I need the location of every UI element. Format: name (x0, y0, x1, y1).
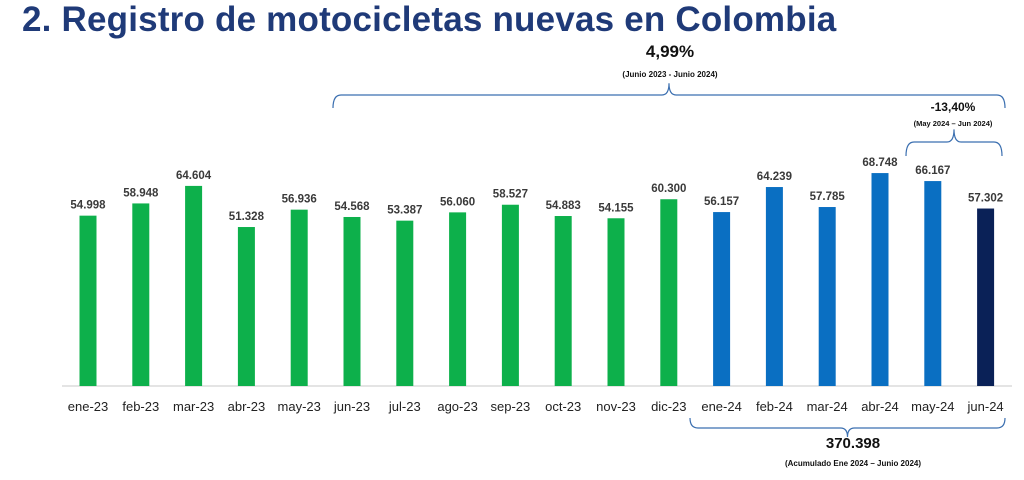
bar-oct-23 (554, 216, 572, 386)
bar-jul-23 (396, 220, 414, 386)
x-tick-jul-23: jul-23 (388, 399, 421, 414)
bar-may-24 (924, 181, 942, 386)
mom-change-value: -13,40% (931, 100, 976, 114)
bar-abr-23 (237, 227, 255, 386)
x-tick-sep-23: sep-23 (491, 399, 531, 414)
x-tick-may-23: may-23 (278, 399, 321, 414)
x-tick-oct-23: oct-23 (545, 399, 581, 414)
x-tick-ene-24: ene-24 (701, 399, 741, 414)
bar-ago-23 (449, 212, 467, 386)
yoy-bracket (332, 83, 1006, 109)
bar-mar-24 (818, 207, 836, 386)
x-tick-jun-23: jun-23 (333, 399, 370, 414)
data-label-jun-23: 54.568 (334, 201, 370, 213)
data-label-mar-24: 57.785 (810, 191, 846, 203)
bar-mar-23 (185, 185, 203, 386)
data-label-mar-23: 64.604 (176, 170, 212, 182)
data-label-jul-23: 53.387 (387, 205, 422, 217)
x-tick-may-24: may-24 (911, 399, 954, 414)
bar-ene-23 (79, 215, 97, 386)
data-label-ene-24: 56.157 (704, 196, 739, 208)
accumulated-total-period: (Acumulado Ene 2024 – Junio 2024) (785, 459, 921, 468)
data-label-abr-23: 51.328 (229, 211, 265, 223)
bar-sep-23 (501, 204, 519, 386)
accumulated-bracket (689, 417, 1006, 438)
bar-feb-23 (132, 203, 150, 386)
bar-ene-24 (713, 212, 731, 386)
x-tick-jun-24: jun-24 (967, 399, 1004, 414)
mom-bracket (905, 129, 1003, 157)
data-label-feb-24: 64.239 (757, 171, 792, 183)
data-label-feb-23: 58.948 (123, 187, 159, 199)
data-label-sep-23: 58.527 (493, 189, 528, 201)
x-tick-abr-23: abr-23 (228, 399, 266, 414)
data-label-ago-23: 56.060 (440, 196, 475, 208)
bar-feb-24 (765, 187, 783, 386)
x-tick-ago-23: ago-23 (437, 399, 477, 414)
bar-jun-23 (343, 216, 361, 386)
yoy-change-period: (Junio 2023 - Junio 2024) (622, 70, 717, 79)
mom-change-period: (May 2024 – Jun 2024) (914, 119, 993, 128)
bar-dic-23 (660, 199, 678, 386)
data-label-oct-23: 54.883 (546, 200, 581, 212)
data-label-dic-23: 60.300 (651, 183, 686, 195)
bar-abr-24 (871, 173, 889, 386)
x-tick-nov-23: nov-23 (596, 399, 636, 414)
x-tick-abr-24: abr-24 (861, 399, 899, 414)
x-tick-dic-23: dic-23 (651, 399, 686, 414)
yoy-change-value: 4,99% (646, 42, 694, 61)
bar-nov-23 (607, 218, 625, 386)
data-label-jun-24: 57.302 (968, 193, 1003, 205)
data-label-abr-24: 68.748 (862, 157, 898, 169)
data-label-may-23: 56.936 (282, 194, 317, 206)
x-tick-feb-23: feb-23 (122, 399, 159, 414)
data-label-ene-23: 54.998 (70, 200, 106, 212)
x-tick-ene-23: ene-23 (68, 399, 108, 414)
accumulated-total-value: 370.398 (826, 435, 880, 452)
x-tick-mar-23: mar-23 (173, 399, 214, 414)
x-tick-mar-24: mar-24 (807, 399, 848, 414)
bar-may-23 (290, 209, 308, 386)
page-title: 2. Registro de motocicletas nuevas en Co… (22, 0, 837, 39)
x-tick-feb-24: feb-24 (756, 399, 793, 414)
bar-jun-24 (977, 208, 995, 386)
data-label-may-24: 66.167 (915, 165, 950, 177)
data-label-nov-23: 54.155 (598, 202, 634, 214)
